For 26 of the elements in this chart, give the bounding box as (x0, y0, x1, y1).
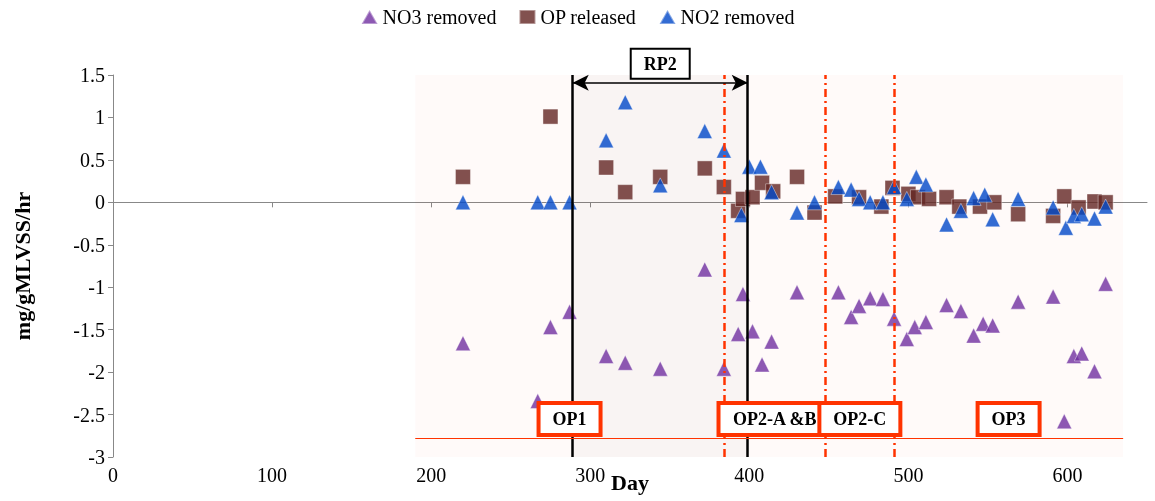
legend-label: NO2 removed (680, 6, 795, 28)
x-tick-label: 200 (416, 464, 447, 486)
y-tick-label: -1.5 (73, 318, 105, 341)
x-tick-label: 300 (575, 464, 606, 486)
y-tick-label: -0.5 (73, 233, 105, 256)
y-tick-label: -1 (88, 276, 105, 299)
x-tick-label: 600 (1052, 464, 1083, 486)
y-axis-title: mg/gMLVSS/hr (9, 191, 35, 341)
y-tick-label: -3 (88, 446, 105, 468)
y-tick-label: 1 (95, 106, 105, 129)
legend-label: OP released (540, 6, 636, 28)
band-label: OP3 (991, 408, 1026, 429)
y-tick-label: 0 (95, 191, 105, 214)
y-tick-label: 0.5 (80, 148, 105, 171)
x-tick-label: 100 (257, 464, 288, 486)
band-label: RP2 (643, 53, 677, 74)
y-tick-label: 1.5 (80, 64, 105, 86)
band-label: OP2-C (833, 408, 887, 429)
x-tick-label: 500 (893, 464, 924, 486)
x-axis-title: Day (611, 469, 649, 495)
band-label: OP2-A &B (733, 408, 817, 429)
x-tick-label: 400 (734, 464, 765, 486)
y-tick-label: -2.5 (73, 403, 105, 426)
legend-label: NO3 removed (382, 6, 497, 28)
band-label: OP1 (552, 408, 587, 429)
y-tick-label: -2 (88, 361, 105, 384)
